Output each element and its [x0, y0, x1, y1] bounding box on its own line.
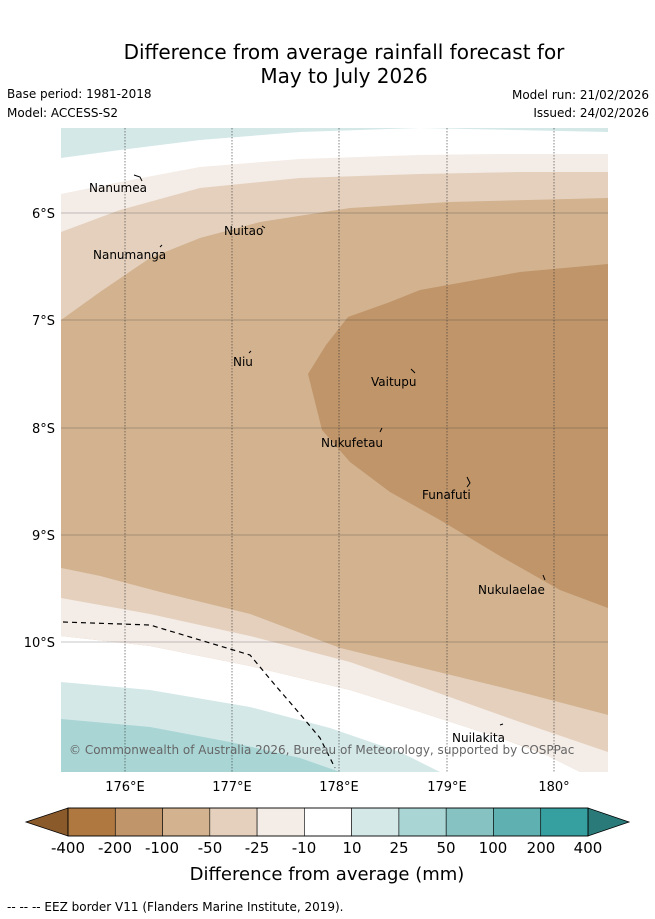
place-label: Niu	[233, 355, 253, 369]
copyright-notice: © Commonwealth of Australia 2026, Bureau…	[69, 743, 574, 757]
colorbar-cell	[493, 807, 542, 837]
place-label: Nuilakita	[452, 731, 505, 745]
contour-plus50	[61, 719, 340, 772]
place-label: Nuitao	[224, 224, 263, 238]
colorbar-tick: -100	[145, 839, 179, 857]
rainfall-contours	[61, 128, 608, 772]
lat-label: 10°S	[24, 636, 55, 651]
lat-label: 7°S	[32, 314, 55, 329]
model-name: Model: ACCESS-S2	[7, 106, 119, 120]
place-labels: Nanumea Nuitao Nanumanga Niu Vaitupu Nuk…	[89, 181, 545, 745]
colorbar-cells	[67, 807, 589, 837]
colorbar-tick: 50	[436, 839, 455, 857]
place-label: Vaitupu	[371, 375, 417, 389]
longitude-labels: 176°E 177°E 178°E 179°E 180°	[105, 780, 569, 795]
colorbar-tick: 25	[389, 839, 408, 857]
issued-date: Issued: 24/02/2026	[533, 106, 649, 120]
island-funafuti	[466, 476, 471, 488]
lon-label: 177°E	[212, 780, 252, 795]
colorbar-cell	[304, 807, 352, 837]
contour-minus10-lower	[61, 598, 608, 772]
place-label: Nanumea	[89, 181, 147, 195]
colorbar-tick: -200	[98, 839, 132, 857]
lon-label: 178°E	[319, 780, 359, 795]
colorbar-label: Difference from average (mm)	[190, 864, 465, 885]
lon-label: 176°E	[105, 780, 145, 795]
colorbar-tick: -400	[51, 839, 85, 857]
place-label: Funafuti	[422, 488, 471, 502]
colorbar-cell	[162, 807, 211, 837]
colorbar-tick: 400	[574, 839, 603, 857]
colorbar-cell	[445, 807, 494, 837]
colorbar-cell	[540, 807, 589, 837]
colorbar-tick: 200	[527, 839, 556, 857]
lat-label: 6°S	[32, 207, 55, 222]
colorbar-cell	[114, 807, 163, 837]
colorbar-cell	[209, 807, 258, 837]
colorbar-extend-low	[24, 807, 69, 837]
colorbar-tick: -25	[245, 839, 270, 857]
colorbar-cell	[398, 807, 447, 837]
chart-title: Difference from average rainfall forecas…	[0, 40, 655, 88]
lat-label: 9°S	[32, 529, 55, 544]
island-nukulaelae	[542, 574, 546, 581]
contour-minus100	[308, 264, 608, 608]
colorbar-tick: -10	[292, 839, 317, 857]
lon-label: 180°	[538, 780, 569, 795]
colorbar-frame	[67, 807, 589, 837]
model-run: Model run: 21/02/2026	[511, 88, 649, 102]
colorbar-extend-high	[587, 807, 631, 837]
contour-top-teal	[61, 128, 608, 158]
colorbar-tick: -50	[198, 839, 223, 857]
place-label: Nukufetau	[321, 436, 383, 450]
colorbar-cell	[351, 807, 400, 837]
lat-label: 8°S	[32, 422, 55, 437]
island-nuitao	[261, 225, 266, 229]
island-nuilakita	[499, 723, 504, 726]
latitude-labels: 6°S 7°S 8°S 9°S 10°S	[24, 207, 55, 651]
islands	[133, 174, 546, 726]
title-line-1: Difference from average rainfall forecas…	[123, 40, 565, 64]
island-nanumea	[133, 174, 143, 182]
grid-lines	[61, 128, 608, 772]
island-vaitupu	[410, 368, 416, 374]
eez-border	[62, 621, 336, 769]
colorbar	[24, 807, 631, 837]
place-label: Nanumanga	[93, 248, 166, 262]
title-line-2: May to July 2026	[260, 64, 428, 88]
eez-note: -- -- -- EEZ border V11 (Flanders Marine…	[7, 900, 344, 914]
island-niu	[248, 350, 252, 354]
base-period: Base period: 1981-2018	[7, 87, 152, 101]
colorbar-cell	[256, 807, 305, 837]
colorbar-cell	[67, 807, 116, 837]
colorbar-tick: 100	[479, 839, 508, 857]
colorbar-tick: 10	[342, 839, 361, 857]
island-nukufetau	[379, 427, 383, 433]
lon-label: 179°E	[427, 780, 467, 795]
place-label: Nukulaelae	[478, 583, 545, 597]
island-nanumanga	[159, 244, 163, 248]
colorbar-ticks: -400 -200 -100 -50 -25 -10 10 25 50 100 …	[51, 839, 602, 857]
